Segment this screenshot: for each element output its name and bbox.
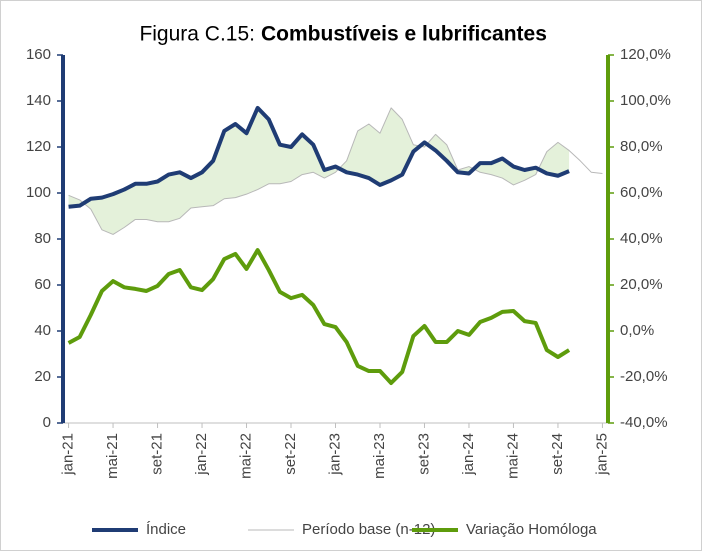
x-tick-label: set-24 [549, 433, 566, 475]
chart-title: Combustíveis e lubrificantes [261, 23, 547, 46]
difference-area [68, 107, 570, 235]
y2-tick-label: 0,0% [620, 322, 654, 339]
x-tick-label: jan-22 [193, 433, 210, 476]
series-line [67, 248, 571, 385]
y2-tick-label: 20,0% [620, 276, 663, 293]
series-line [68, 107, 603, 235]
y-tick-label: 60 [34, 276, 51, 293]
y2-tick-label: -20,0% [620, 368, 668, 385]
x-tick-label: jan-23 [326, 433, 343, 476]
y-tick-label: 40 [34, 322, 51, 339]
y2-tick-label: 40,0% [620, 230, 663, 247]
x-tick-label: mai-22 [237, 433, 254, 479]
y-tick-label: 80 [34, 230, 51, 247]
y-tick-label: 100 [26, 184, 51, 201]
legend-label: Índice [146, 521, 186, 538]
x-tick-label: set-21 [149, 433, 166, 475]
y2-tick-label: 100,0% [620, 92, 671, 109]
x-tick-label: jan-25 [593, 433, 610, 476]
y-tick-label: 0 [43, 414, 51, 431]
y2-tick-label: -40,0% [620, 414, 668, 431]
x-tick-label: mai-23 [371, 433, 388, 479]
x-tick-label: jan-21 [60, 433, 77, 476]
y-tick-label: 120 [26, 138, 51, 155]
y-tick-label: 160 [26, 46, 51, 63]
y2-tick-label: 120,0% [620, 46, 671, 63]
x-tick-label: set-22 [282, 433, 299, 475]
series-line [68, 105, 570, 209]
y2-tick-label: 60,0% [620, 184, 663, 201]
x-tick-label: jan-24 [460, 433, 477, 476]
y-tick-label: 20 [34, 368, 51, 385]
y2-tick-label: 80,0% [620, 138, 663, 155]
legend-label: Variação Homóloga [466, 521, 597, 538]
x-tick-label: set-23 [415, 433, 432, 475]
x-tick-label: mai-21 [104, 433, 121, 479]
x-tick-label: mai-24 [504, 433, 521, 479]
legend-label: Período base (n-12) [302, 521, 435, 538]
figure-label: Figura C.15: [139, 23, 255, 46]
y-tick-label: 140 [26, 92, 51, 109]
